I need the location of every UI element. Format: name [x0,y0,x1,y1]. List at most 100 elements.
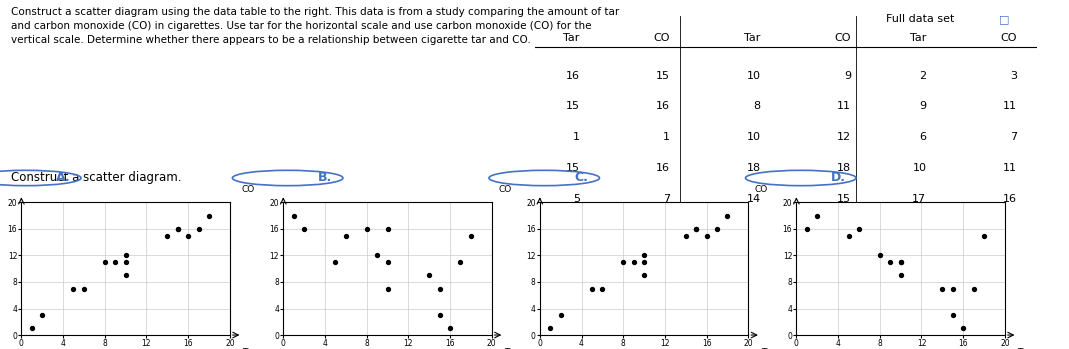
Point [687,226,704,232]
Text: CO: CO [835,32,851,43]
Text: 15: 15 [837,194,851,204]
Point [441,326,459,331]
Point [201,213,218,218]
Text: 18: 18 [837,163,851,173]
Point [799,226,816,232]
Text: 6: 6 [919,132,927,142]
Text: 11: 11 [1003,163,1017,173]
Point [96,259,113,265]
Text: 16: 16 [656,163,670,173]
Point [75,286,92,291]
Point [285,213,303,218]
Point [369,253,386,258]
Text: C.: C. [574,171,588,185]
Point [24,326,41,331]
Text: 16: 16 [656,102,670,111]
Point [295,226,313,232]
Point [615,259,632,265]
Point [379,286,397,291]
Point [892,259,909,265]
Text: 9: 9 [843,70,851,81]
Point [840,233,857,238]
Text: 10: 10 [746,70,761,81]
Point [358,226,375,232]
Point [180,233,197,238]
Text: 12: 12 [837,132,851,142]
Point [678,233,695,238]
Text: CO: CO [755,185,768,194]
Text: CO: CO [242,185,254,194]
Point [379,226,397,232]
Point [118,259,135,265]
Text: 9: 9 [919,102,927,111]
Point [808,213,825,218]
Point [327,259,344,265]
Point [118,253,135,258]
Text: Tar: Tar [910,32,927,43]
Point [944,286,961,291]
Text: 16: 16 [566,70,579,81]
Point [452,259,469,265]
Point [190,226,207,232]
Point [542,326,559,331]
Point [975,233,992,238]
Point [934,286,951,291]
Point [687,226,704,232]
Text: Construct a scatter diagram using the data table to the right. This data is from: Construct a scatter diagram using the da… [11,7,619,45]
Point [34,312,51,318]
Text: 1: 1 [573,132,579,142]
Text: 17: 17 [912,194,927,204]
Point [871,253,888,258]
Text: CO: CO [653,32,670,43]
Point [338,233,355,238]
Point [709,226,726,232]
Point [698,233,715,238]
Text: 11: 11 [1003,102,1017,111]
Point [882,259,899,265]
Point [635,259,652,265]
Text: Tar: Tar [744,32,761,43]
Text: 11: 11 [837,102,851,111]
Text: Construct a scatter diagram.: Construct a scatter diagram. [11,171,181,185]
Text: Full data set: Full data set [886,14,955,24]
Point [892,273,909,278]
Text: B.: B. [317,171,332,185]
Point [955,326,972,331]
Point [107,259,124,265]
Point [463,233,480,238]
Text: 10: 10 [746,132,761,142]
Point [118,273,135,278]
Text: □: □ [1000,14,1010,24]
Point [553,312,570,318]
Point [944,312,961,318]
Text: 7: 7 [1010,132,1017,142]
Text: D.: D. [831,171,846,185]
Point [421,273,438,278]
Point [169,226,186,232]
Text: 7: 7 [663,194,670,204]
Point [965,286,982,291]
Text: Tar: Tar [761,348,774,349]
Text: A.: A. [56,171,71,185]
Text: Tar: Tar [1018,348,1031,349]
Point [431,312,448,318]
Point [718,213,735,218]
Text: 15: 15 [566,163,579,173]
Point [379,259,397,265]
Point [594,286,611,291]
Text: Tar: Tar [243,348,255,349]
Text: 15: 15 [656,70,670,81]
Text: 18: 18 [746,163,761,173]
Text: 14: 14 [746,194,761,204]
Point [65,286,82,291]
Point [635,253,652,258]
Point [169,226,186,232]
Text: 16: 16 [1003,194,1017,204]
Text: 15: 15 [566,102,579,111]
Point [584,286,601,291]
Text: 8: 8 [754,102,761,111]
Text: Tar: Tar [505,348,517,349]
Text: CO: CO [498,185,511,194]
Text: 3: 3 [1010,70,1017,81]
Point [158,233,175,238]
